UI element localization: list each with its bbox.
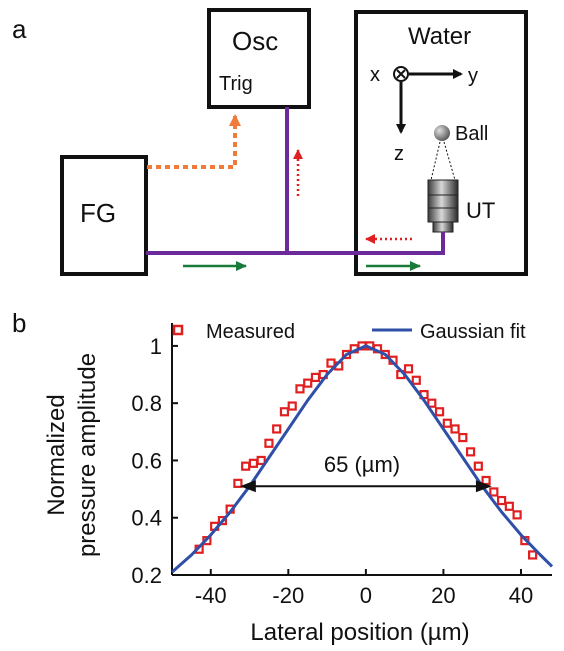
measured-point [489,487,499,497]
y-tick-label: 0.4 [131,506,162,531]
plot-area: 0.2 0.4 0.6 0.8 1 -40 -20 0 20 40 [131,323,554,608]
water-label: Water [408,23,471,50]
measured-point [403,364,414,374]
osc-label: Osc [232,26,278,56]
x-tick-label: 40 [509,583,533,608]
fwhm-arrowhead-right [475,480,492,493]
measured-point [279,407,290,417]
measured-point [528,550,538,560]
measured-point [434,407,445,417]
axis-z-label: z [394,143,404,165]
measured-point [442,418,452,428]
ball-icon [434,125,450,141]
legend-fit-label: Gaussian fit [420,321,526,343]
axis-y-label: y [468,65,478,87]
trigger-arrow [147,114,241,169]
measured-point [217,515,228,526]
measured-point [256,455,266,466]
y-axis-label-line2: pressure amplitude [74,353,101,557]
y-tick-label: 0.6 [131,448,162,473]
panel-a-letter: a [12,14,27,44]
trig-label: Trig [219,73,253,95]
measured-point [310,372,321,383]
measured-point [295,384,305,394]
ut-label: UT [466,198,495,223]
water-tank-box [354,10,528,276]
measured-point [248,458,259,468]
measured-point [272,424,282,434]
axis-x-cross-mark [396,69,406,79]
y-tick-label: 0.8 [131,391,162,416]
function-generator-box [60,155,148,276]
gaussian-fit-line [171,344,554,574]
fwhm-arrowhead-left [239,480,256,493]
x-tick-label: -20 [272,583,304,608]
measured-point [512,510,522,520]
measured-point [427,398,437,408]
fg-label: FG [80,198,116,228]
panel-a: a Osc Trig FG Water x y z Ball UT [12,8,528,276]
panel-b-letter: b [12,308,26,338]
ultrasound-transducer-icon [427,179,459,233]
measured-point [504,501,514,511]
y-tick-label: 1 [150,334,162,359]
measured-point [496,495,507,506]
legend-measured-marker [172,324,184,336]
legend-measured-label: Measured [206,321,295,343]
x-axis-label: Lateral position (µm) [250,619,469,646]
axis-x-label: x [370,64,380,86]
measured-point [411,375,421,385]
measured-point [264,438,274,448]
x-tick-label: 20 [431,583,455,608]
beam-left-edge [430,141,441,181]
measured-point [473,461,483,471]
measured-point [233,478,243,488]
signal-wire [146,232,445,255]
fwhm-annotation: 65 (µm) [324,452,400,477]
oscilloscope-box [207,8,311,109]
y-axis-label-line1: Normalized [43,394,70,515]
measured-point [481,475,491,486]
x-tick-label: -40 [195,583,227,608]
measured-point [458,432,468,443]
panel-b: b Normalized pressure amplitude 0.20.40.… [12,308,554,646]
beam-right-edge [443,141,456,181]
ball-label: Ball [455,123,488,145]
measured-point [326,358,336,368]
y-tick-label: 0.2 [131,563,162,588]
legend: Measured Gaussian fit [172,321,526,343]
x-tick-label: 0 [360,583,372,608]
measured-point [241,461,251,471]
measured-point [303,378,313,388]
measured-point [287,401,297,411]
measured-point [465,447,476,457]
measured-point [450,424,460,434]
